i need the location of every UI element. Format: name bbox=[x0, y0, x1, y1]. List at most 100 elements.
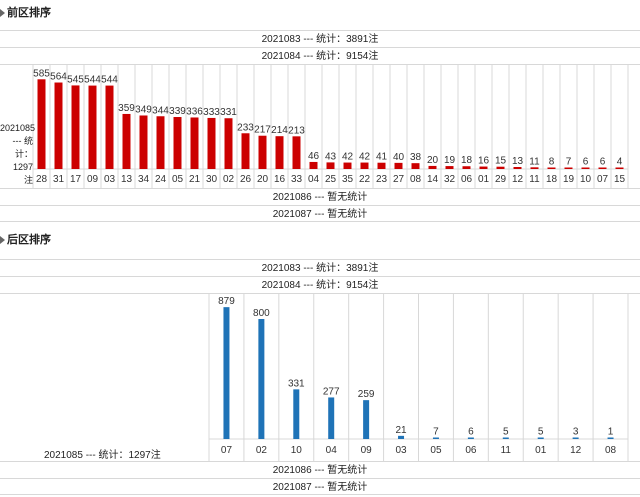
bar-value-label: 1 bbox=[608, 427, 614, 438]
category-label: 23 bbox=[376, 174, 388, 185]
category-label: 11 bbox=[529, 174, 540, 185]
bar-value-label: 19 bbox=[444, 155, 456, 166]
category-label: 30 bbox=[206, 174, 218, 185]
bar bbox=[71, 85, 80, 169]
bar bbox=[428, 165, 437, 169]
bar bbox=[275, 136, 284, 169]
back-bottom-label: 2021085 --- 统计：1297注 bbox=[44, 450, 161, 461]
bar-value-label: 6 bbox=[468, 427, 474, 438]
category-label: 33 bbox=[291, 174, 303, 185]
bar-value-label: 545 bbox=[67, 74, 84, 85]
bar bbox=[190, 117, 199, 169]
bar-value-label: 217 bbox=[254, 125, 271, 136]
front-side-label-line: --- 统 bbox=[12, 136, 34, 146]
bar-value-label: 331 bbox=[220, 107, 237, 118]
category-label: 14 bbox=[427, 174, 439, 185]
category-label: 01 bbox=[478, 174, 490, 185]
category-label: 01 bbox=[535, 445, 547, 456]
bar-value-label: 5 bbox=[503, 427, 509, 438]
category-label: 32 bbox=[444, 174, 456, 185]
bar-value-label: 336 bbox=[186, 106, 203, 117]
bar bbox=[607, 437, 614, 439]
triangle-arrow-icon bbox=[0, 236, 5, 245]
category-label: 03 bbox=[395, 445, 407, 456]
bar-value-label: 3 bbox=[573, 427, 579, 438]
front-stats-row-2: 2021084 --- 统计：9154注 bbox=[0, 47, 640, 64]
front-side-label-line: 2021085 bbox=[0, 123, 36, 133]
bar-value-label: 4 bbox=[617, 157, 623, 168]
bar-value-label: 11 bbox=[529, 156, 540, 167]
category-label: 07 bbox=[597, 174, 609, 185]
bar bbox=[530, 167, 539, 169]
bar bbox=[293, 389, 300, 439]
bar bbox=[122, 113, 131, 169]
front-footer-row-1: 2021086 --- 暂无统计 bbox=[0, 188, 640, 205]
bar-value-label: 42 bbox=[359, 152, 371, 163]
category-label: 18 bbox=[546, 174, 558, 185]
back-footer-row-2: 2021087 --- 暂无统计 bbox=[0, 478, 640, 495]
category-label: 10 bbox=[291, 445, 303, 456]
back-chart-area: 879 07 800 02 331 10 277 04 259 09 21 03 7 05 6 06 5 11 5 0… bbox=[0, 293, 640, 461]
bar bbox=[537, 437, 544, 439]
category-label: 17 bbox=[70, 174, 82, 185]
bar-value-label: 277 bbox=[323, 386, 340, 397]
bar bbox=[309, 161, 318, 169]
category-label: 19 bbox=[563, 174, 575, 185]
front-section-title: 前区排序 bbox=[0, 3, 51, 23]
bar bbox=[502, 437, 509, 439]
bar-value-label: 331 bbox=[288, 378, 305, 389]
front-footer-row-2: 2021087 --- 暂无统计 bbox=[0, 205, 640, 222]
back-footer-row-1: 2021086 --- 暂无统计 bbox=[0, 461, 640, 478]
bar bbox=[377, 162, 386, 169]
front-stats-row-1: 2021083 --- 统计：3891注 bbox=[0, 30, 640, 47]
category-label: 29 bbox=[495, 174, 507, 185]
bar-value-label: 214 bbox=[271, 125, 288, 136]
category-label: 08 bbox=[410, 174, 422, 185]
back-section-title: 后区排序 bbox=[0, 230, 51, 250]
bar bbox=[360, 162, 369, 169]
category-label: 12 bbox=[570, 445, 582, 456]
bar bbox=[139, 115, 148, 169]
bar bbox=[615, 167, 624, 169]
category-label: 34 bbox=[138, 174, 150, 185]
category-label: 06 bbox=[461, 174, 473, 185]
category-label: 02 bbox=[223, 174, 235, 185]
bar-value-label: 38 bbox=[410, 152, 422, 163]
bar-value-label: 7 bbox=[566, 157, 572, 168]
bar bbox=[224, 118, 233, 169]
bar bbox=[105, 85, 114, 169]
bar bbox=[241, 133, 250, 169]
front-side-label: 2021085 --- 统 计：1297 注 bbox=[0, 122, 36, 187]
category-label: 02 bbox=[256, 445, 268, 456]
bar-value-label: 544 bbox=[101, 75, 118, 86]
bar-value-label: 339 bbox=[169, 106, 186, 117]
category-label: 35 bbox=[342, 174, 354, 185]
category-label: 31 bbox=[53, 174, 65, 185]
front-side-label-line: 注 bbox=[23, 175, 33, 185]
bar bbox=[343, 162, 352, 169]
category-label: 04 bbox=[308, 174, 320, 185]
back-bar-chart: 879 07 800 02 331 10 277 04 259 09 21 03 7 05 6 06 5 11 5 0… bbox=[208, 294, 629, 461]
bar-value-label: 46 bbox=[308, 151, 320, 162]
bar bbox=[564, 167, 573, 169]
category-label: 13 bbox=[121, 174, 133, 185]
bar-value-label: 233 bbox=[237, 122, 254, 133]
bar bbox=[173, 117, 182, 169]
bar-value-label: 20 bbox=[427, 155, 439, 166]
bar bbox=[363, 400, 370, 439]
bar-value-label: 40 bbox=[393, 152, 405, 163]
category-label: 25 bbox=[325, 174, 337, 185]
bar-value-label: 6 bbox=[583, 157, 589, 168]
bar bbox=[445, 166, 454, 169]
bar-value-label: 41 bbox=[376, 152, 388, 163]
bar bbox=[292, 136, 301, 169]
bar bbox=[572, 437, 579, 439]
triangle-arrow-icon bbox=[0, 9, 5, 18]
category-label: 22 bbox=[359, 174, 371, 185]
front-chart-area: 2021085 --- 统 计：1297 注 585 28 564 31 545 17 54… bbox=[0, 64, 640, 188]
bar bbox=[581, 167, 590, 169]
category-label: 28 bbox=[36, 174, 48, 185]
bar bbox=[462, 166, 471, 169]
bar-value-label: 213 bbox=[288, 125, 305, 136]
category-label: 15 bbox=[614, 174, 626, 185]
